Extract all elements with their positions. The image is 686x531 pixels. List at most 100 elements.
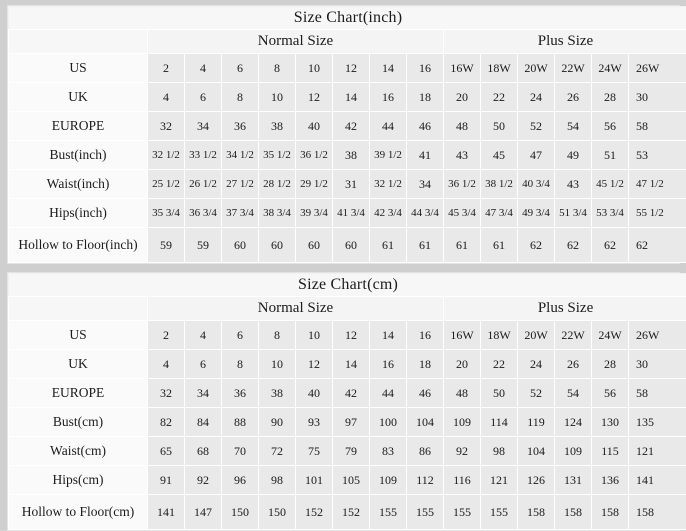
table-cell: 60	[259, 228, 296, 263]
chart-title: Size Chart(inch)	[9, 7, 686, 30]
table-cell: 158	[592, 495, 629, 530]
table-cell: 39 3/4	[296, 199, 333, 228]
table-cell: 47 1/2	[629, 170, 686, 199]
table-cell: 109	[444, 408, 481, 437]
table-cell: 14	[333, 83, 370, 112]
table-cell: 35 1/2	[259, 141, 296, 170]
table-cell: 32 1/2	[148, 141, 185, 170]
table-cell: 22	[481, 350, 518, 379]
table-cell: 37 3/4	[222, 199, 259, 228]
table-cell: 115	[592, 437, 629, 466]
table-cell: 4	[148, 83, 185, 112]
table-cell: 65	[148, 437, 185, 466]
row-label-hips-inch: Hips(inch)	[9, 199, 148, 228]
group-header-plus-size: Plus Size	[444, 297, 686, 321]
table-cell: 62	[629, 228, 686, 263]
table-cell: 8	[259, 321, 296, 350]
table-cell: 105	[333, 466, 370, 495]
table-cell: 75	[296, 437, 333, 466]
group-header-plus-size: Plus Size	[444, 30, 686, 54]
table-cell: 32	[148, 112, 185, 141]
table-cell: 20	[444, 83, 481, 112]
table-cell: 6	[185, 83, 222, 112]
table-cell: 49	[555, 141, 592, 170]
table-cell: 24	[518, 83, 555, 112]
table-cell: 44	[370, 112, 407, 141]
table-cell: 48	[444, 379, 481, 408]
group-header-blank	[9, 297, 148, 321]
table-cell: 155	[481, 495, 518, 530]
table-cell: 152	[296, 495, 333, 530]
row-label-europe: EUROPE	[9, 379, 148, 408]
table-cell: 42	[333, 379, 370, 408]
table-cell: 54	[555, 379, 592, 408]
table-cell: 16	[407, 54, 444, 83]
table-cell: 12	[296, 350, 333, 379]
cm-title-row: Size Chart(cm)	[9, 274, 686, 297]
table-cell: 58	[629, 379, 686, 408]
table-cell: 50	[481, 112, 518, 141]
table-cell: 12	[296, 83, 333, 112]
table-cell: 16W	[444, 321, 481, 350]
table-cell: 28	[592, 350, 629, 379]
table-cell: 2	[148, 54, 185, 83]
table-cell: 48	[444, 112, 481, 141]
table-cell: 12	[333, 321, 370, 350]
table-cell: 92	[185, 466, 222, 495]
table-cell: 10	[296, 321, 333, 350]
table-cell: 16	[370, 83, 407, 112]
row-label-uk: UK	[9, 350, 148, 379]
table-cell: 121	[481, 466, 518, 495]
table-cell: 60	[222, 228, 259, 263]
table-cell: 135	[629, 408, 686, 437]
table-cell: 62	[592, 228, 629, 263]
table-cell: 84	[185, 408, 222, 437]
table-cell: 38 3/4	[259, 199, 296, 228]
table-cell: 35 3/4	[148, 199, 185, 228]
group-header-normal-size: Normal Size	[148, 30, 444, 54]
table-cell: 46	[407, 379, 444, 408]
table-cell: 60	[333, 228, 370, 263]
table-cell: 4	[185, 321, 222, 350]
table-cell: 100	[370, 408, 407, 437]
table-cell: 59	[148, 228, 185, 263]
table-cell: 86	[407, 437, 444, 466]
table-cell: 38	[259, 379, 296, 408]
table-cell: 38 1/2	[481, 170, 518, 199]
table-cell: 44	[370, 379, 407, 408]
table-cell: 26 1/2	[185, 170, 222, 199]
table-cell: 34	[185, 379, 222, 408]
group-header-blank	[9, 30, 148, 54]
table-cell: 28 1/2	[259, 170, 296, 199]
table-cell: 98	[259, 466, 296, 495]
table-cell: 42	[333, 112, 370, 141]
table-cell: 109	[370, 466, 407, 495]
table-cell: 20	[444, 350, 481, 379]
table-cell: 24W	[592, 321, 629, 350]
table-cell: 92	[444, 437, 481, 466]
table-cell: 150	[222, 495, 259, 530]
table-cell: 6	[185, 350, 222, 379]
table-cell: 39 1/2	[370, 141, 407, 170]
table-cell: 62	[555, 228, 592, 263]
row-label-uk: UK	[9, 83, 148, 112]
table-cell: 91	[148, 466, 185, 495]
table-cell: 109	[555, 437, 592, 466]
table-cell: 6	[222, 54, 259, 83]
table-cell: 26	[555, 350, 592, 379]
table-cell: 40	[296, 112, 333, 141]
row-label-waist-cm: Waist(cm)	[9, 437, 148, 466]
table-cell: 40 3/4	[518, 170, 555, 199]
row-label-waist-inch: Waist(inch)	[9, 170, 148, 199]
table-cell: 14	[370, 321, 407, 350]
